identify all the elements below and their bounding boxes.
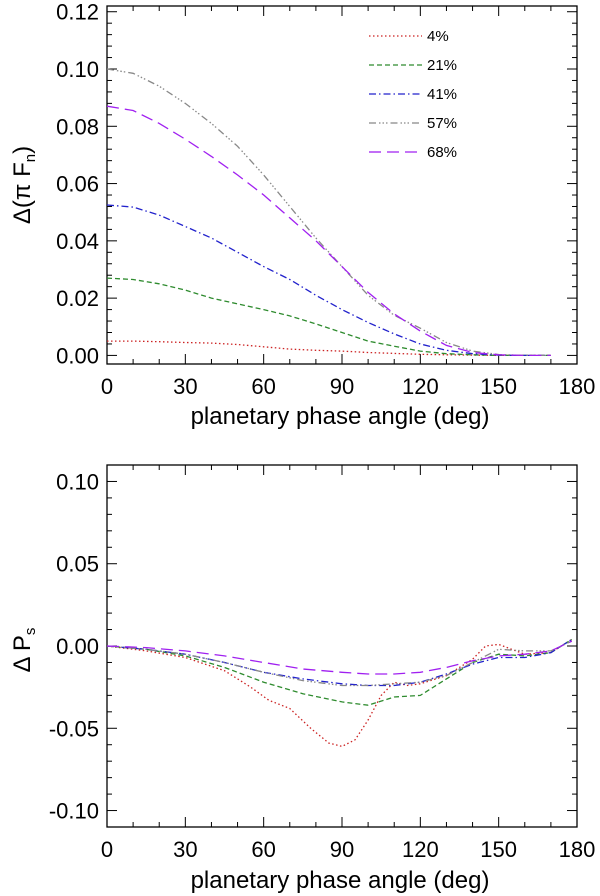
- bottom-chart-y-axis-label-subscript: s: [22, 628, 39, 636]
- top-chart-ticks: 0 30 60 90 120 150 180 0.00 0.02 0.04 0.06 0.08 0.10…: [56, 0, 595, 399]
- top-chart-y-tick-label: 0.00: [56, 343, 99, 368]
- top-chart-x-tick-label: 150: [480, 374, 517, 399]
- top-chart-legend: 4% 21% 41% 57% 68%: [369, 28, 457, 161]
- bottom-chart-x-tick-label: 120: [402, 837, 439, 862]
- bottom-chart-y-tick-label: -0.05: [49, 716, 99, 741]
- top-chart-y-tick-label: 0.12: [56, 0, 99, 25]
- bottom-chart-series-68: [106, 640, 573, 675]
- bottom-chart-x-tick-label: 0: [101, 837, 113, 862]
- bottom-chart-x-tick-label: 180: [559, 837, 596, 862]
- top-chart-x-tick-label: 30: [173, 374, 197, 399]
- top-chart-x-tick-label: 0: [101, 374, 113, 399]
- top-chart-x-tick-label: 180: [559, 374, 596, 399]
- top-chart-legend-label-68: 68%: [427, 144, 457, 161]
- top-chart-y-tick-label: 0.06: [56, 172, 99, 197]
- top-chart-series-21: [106, 277, 551, 357]
- top-chart-series-68: [106, 105, 551, 357]
- top-chart-x-tick-label: 120: [402, 374, 439, 399]
- bottom-chart-x-tick-label: 150: [480, 837, 517, 862]
- top-chart-series-layer: [106, 68, 551, 357]
- bottom-chart-ticks: 0 30 60 90 120 150 180 -0.10 -0.05 0.00 0.05 0.10: [49, 465, 596, 862]
- bottom-chart-y-tick-label: 0.05: [56, 552, 99, 577]
- top-chart-y-axis-label-main: Δ(π F: [9, 162, 36, 224]
- bottom-chart-series-layer: [106, 638, 573, 748]
- top-chart-legend-label-21: 21%: [427, 57, 457, 74]
- top-chart-legend-label-4: 4%: [427, 28, 449, 45]
- bottom-chart-panel: 0 30 60 90 120 150 180 -0.10 -0.05 0.00 0.05 0.10 p…: [9, 464, 596, 894]
- top-chart-series-57: [106, 68, 551, 357]
- bottom-chart-x-tick-label: 90: [330, 837, 354, 862]
- bottom-chart-x-tick-label: 30: [173, 837, 197, 862]
- top-chart-x-tick-label: 90: [330, 374, 354, 399]
- top-chart-plot-frame: [106, 5, 578, 365]
- top-chart-x-tick-label: 60: [251, 374, 275, 399]
- bottom-chart-y-tick-label: 0.10: [56, 469, 99, 494]
- top-chart-panel: 0 30 60 90 120 150 180 0.00 0.02 0.04 0.06 0.08 0.10…: [9, 0, 595, 430]
- top-chart-x-axis-label: planetary phase angle (deg): [191, 403, 490, 430]
- bottom-chart-y-tick-label: -0.10: [49, 799, 99, 824]
- bottom-chart-series-21: [106, 638, 573, 706]
- top-chart-y-axis-label: Δ(π Fn): [9, 146, 39, 224]
- top-chart-y-tick-label: 0.10: [56, 57, 99, 82]
- bottom-chart-plot-frame: [106, 464, 578, 828]
- top-chart-y-tick-label: 0.02: [56, 286, 99, 311]
- top-chart-y-axis-label-subscript: n: [22, 154, 39, 162]
- top-chart-legend-label-57: 57%: [427, 115, 457, 132]
- top-chart-series-41: [106, 204, 551, 357]
- top-chart-y-axis-label-close: ): [9, 146, 36, 154]
- top-chart-y-tick-label: 0.04: [56, 229, 99, 254]
- bottom-chart-y-tick-label: 0.00: [56, 634, 99, 659]
- bottom-chart-x-tick-label: 60: [251, 837, 275, 862]
- bottom-chart-y-axis-label-main: Δ P: [9, 635, 36, 672]
- bottom-chart-series-57: [106, 640, 573, 687]
- top-chart-legend-label-41: 41%: [427, 86, 457, 103]
- bottom-chart-series-41: [106, 638, 573, 687]
- top-chart-y-tick-label: 0.08: [56, 114, 99, 139]
- bottom-chart-y-axis-label: Δ Ps: [9, 628, 39, 673]
- bottom-chart-x-axis-label: planetary phase angle (deg): [191, 867, 490, 894]
